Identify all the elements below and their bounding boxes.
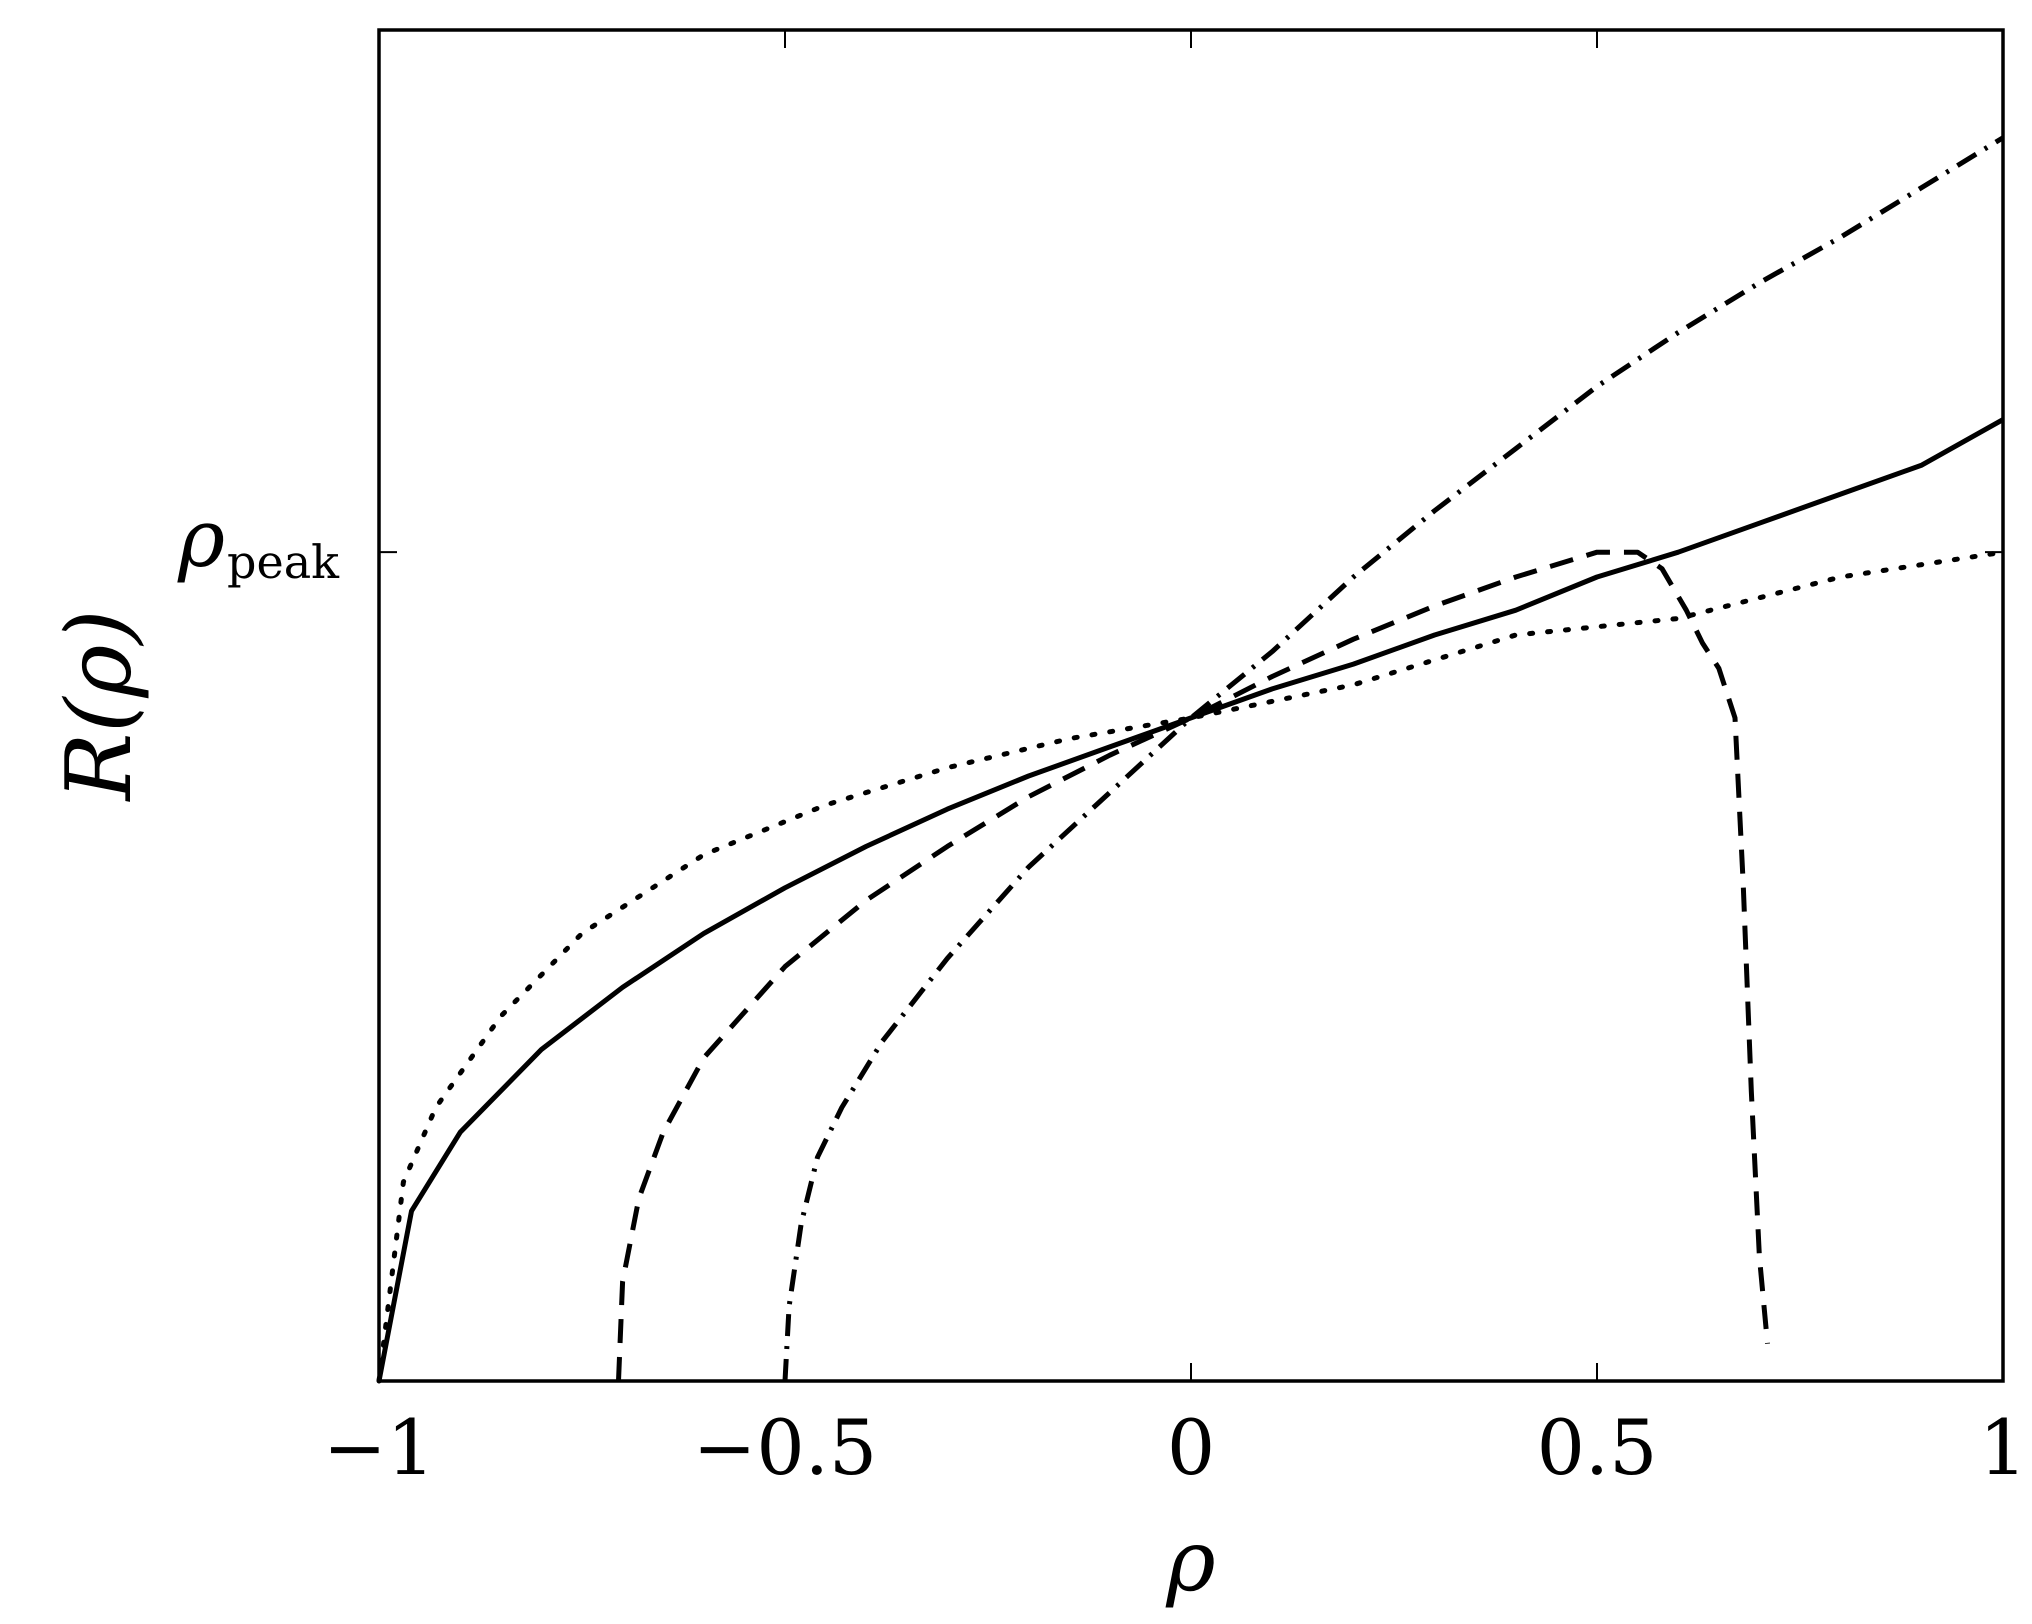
series-line-dotted <box>376 549 2006 1384</box>
x-tick-label: 1 <box>1979 1403 2027 1492</box>
y-tick-labels: ρpeak <box>177 492 340 589</box>
series-line-dashed <box>616 549 1770 1382</box>
x-tick-label: 0.5 <box>1537 1403 1658 1492</box>
y-tick-label-symbol: ρ <box>177 492 225 585</box>
x-tick-label: 0 <box>1167 1403 1215 1492</box>
axis-ticks <box>378 30 2004 1381</box>
x-tick-label: −1 <box>323 1403 435 1492</box>
plot-frame <box>377 28 2005 1383</box>
series-line-dashdot <box>782 135 2005 1382</box>
x-tick-label: −0.5 <box>693 1403 878 1492</box>
x-axis-label: ρ <box>1165 1512 1215 1610</box>
y-axis-label: R(ρ) <box>47 610 152 803</box>
series-line-solid <box>376 417 2005 1382</box>
x-tick-labels: −1 −0.5 0 0.5 1 <box>323 1403 2027 1492</box>
plot-lines <box>376 135 2006 1384</box>
y-tick-label-subscript: peak <box>227 535 340 589</box>
y-tick-label: ρpeak <box>177 492 340 589</box>
